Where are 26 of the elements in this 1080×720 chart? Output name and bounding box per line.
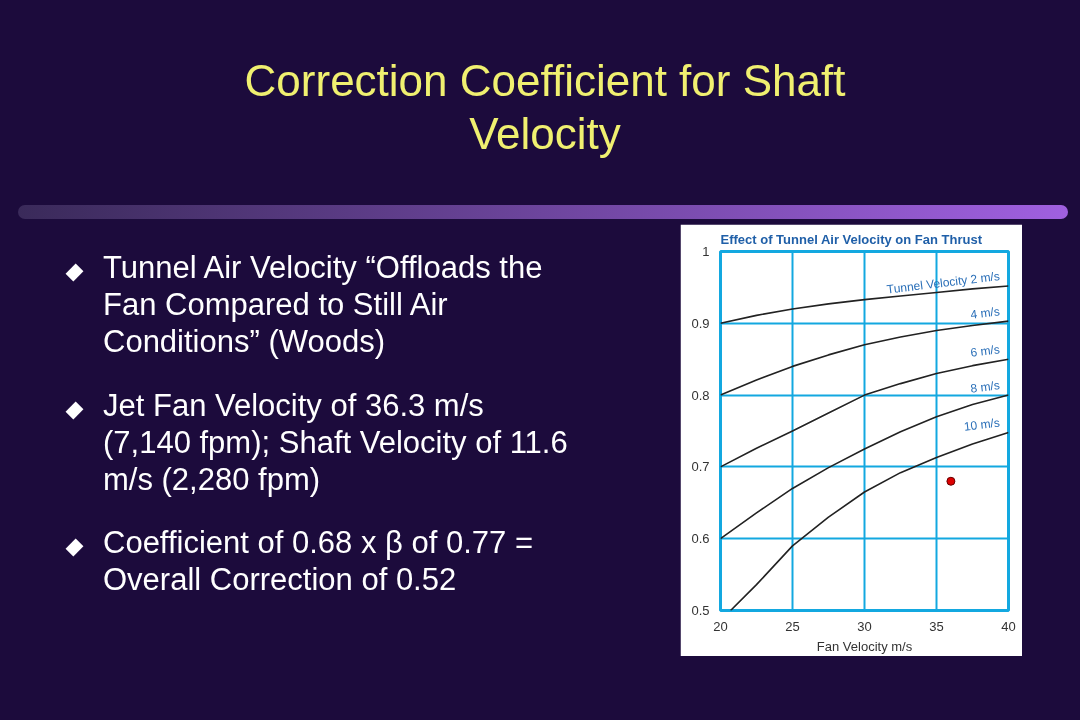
y-tick-label: 1: [702, 244, 710, 259]
line-series: [720, 394, 1009, 540]
text: 10 m/s: [963, 415, 1001, 434]
x-tick-label: 40: [1001, 618, 1016, 634]
x-tick-label: 30: [857, 618, 872, 634]
line-series: [720, 358, 1009, 468]
y-tick-label: 0.7: [691, 459, 710, 475]
x-tick-label: 25: [785, 618, 800, 634]
y-tick-label: 0.5: [691, 603, 710, 618]
line-series: [720, 320, 1009, 396]
chart-title: Correction Coefficient for Shaft Velocity: [243, 55, 847, 160]
y-tick-label: 0.6: [691, 531, 710, 547]
y-tick-label: 0.9: [691, 315, 710, 331]
x-tick-label: 35: [929, 618, 944, 634]
x-tick-label: 20: [713, 618, 728, 634]
y-tick-label: 0.8: [691, 387, 710, 403]
chart-subtitle: Effect of Tunnel Air Velocity on Fan Thrust: [720, 231, 983, 247]
text: 8 m/s: [969, 378, 1001, 396]
text: Tunnel Air Velocity “Offloads the Fan Compared to Still Air Conditions” (Woods): [103, 249, 544, 361]
text: Coefficient of 0.68 x β of 0.77 = Overall Correction of 0.52: [103, 524, 534, 599]
text: 6 m/s: [969, 342, 1001, 360]
line-series: [729, 431, 1009, 611]
text: 4 m/s: [969, 304, 1001, 322]
text: Tunnel Velocity 2 m/s: [886, 269, 1001, 297]
text: Jet Fan Velocity of 36.3 m/s (7,140 fpm); Shaft Velocity of 11.6 m/s (2,280 fpm): [103, 386, 569, 499]
x-axis-title: Fan Velocity m/s: [816, 638, 913, 654]
